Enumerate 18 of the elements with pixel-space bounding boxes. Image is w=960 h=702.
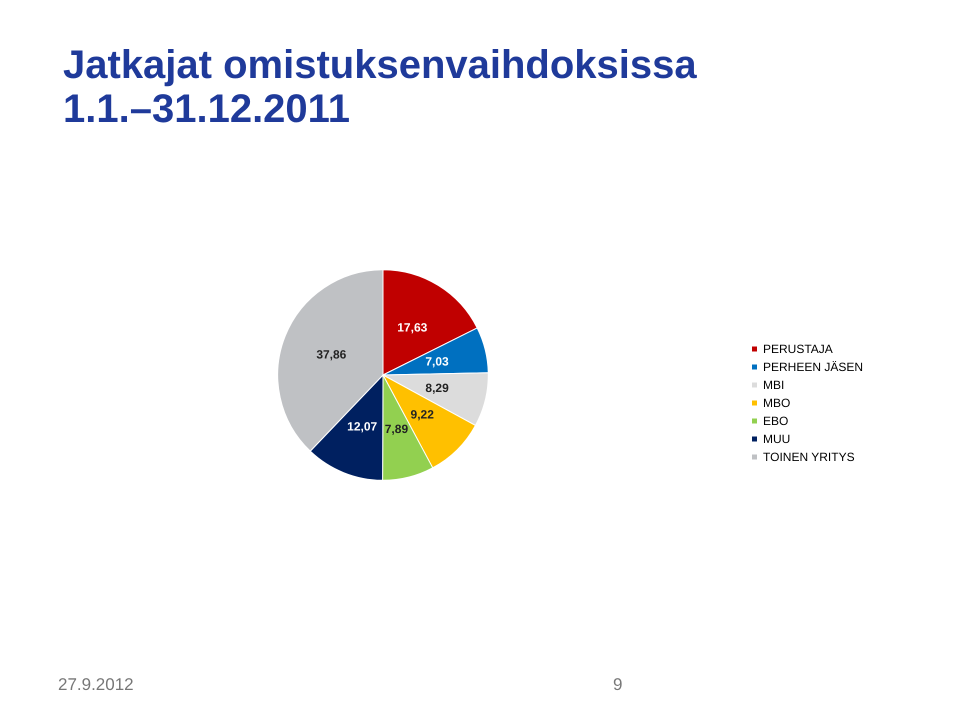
legend-label: MBO [763,396,790,410]
legend-label: EBO [763,414,788,428]
data-label: 12,07 [347,420,378,434]
chart-subtitle: 1.1.–31.12.2011 [63,87,350,131]
data-label: 37,86 [316,347,347,362]
chart-title: Jatkajat omistuksenvaihdoksissa [63,43,698,87]
legend-label: TOINEN YRITYS [763,450,855,464]
data-label: 8,29 [425,381,450,396]
data-label: 7,89 [384,422,408,436]
text: 27.9.2012 [58,675,134,694]
legend-label: PERHEEN JÄSEN [763,360,864,374]
legend-label: MBI [763,378,784,392]
text: 9 [613,675,622,694]
legend-label: MUU [763,432,790,446]
data-label: 17,63 [397,320,428,335]
legend-label: PERUSTAJA [763,342,833,356]
data-label: 7,03 [425,354,450,369]
data-label: 9,22 [410,408,434,422]
